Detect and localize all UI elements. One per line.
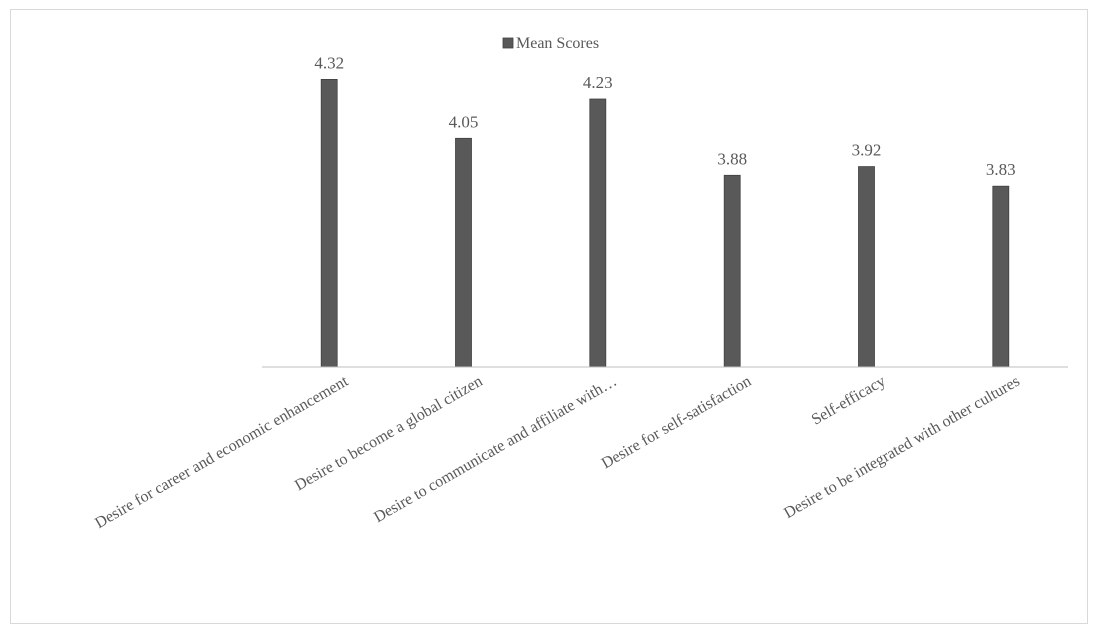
- bar-3: [589, 98, 607, 368]
- data-label-1: 4.32: [314, 53, 344, 72]
- category-label-6: Desire to be integrated with other cultu…: [781, 373, 1023, 522]
- bar-5: [858, 166, 875, 368]
- data-label-3: 4.23: [583, 73, 613, 92]
- category-labels-group: Desire for career and economic enhanceme…: [92, 372, 1023, 532]
- data-label-4: 3.88: [717, 149, 747, 168]
- bar-4: [723, 174, 741, 368]
- value-labels-group: 4.32 4.05 4.23 3.88 3.92 3.83: [314, 53, 1015, 179]
- category-label-3: Desire to communicate and affiliate with…: [371, 373, 620, 526]
- data-label-6: 3.83: [986, 160, 1016, 179]
- category-label-4: Desire for self-satisfaction: [599, 373, 754, 473]
- bars-group: [320, 79, 1010, 368]
- data-label-2: 4.05: [449, 112, 479, 131]
- bar-1: [320, 79, 338, 368]
- chart-frame: [10, 9, 1088, 624]
- legend-label: Mean Scores: [516, 35, 599, 52]
- bar-6: [992, 185, 1010, 368]
- data-label-5: 3.92: [852, 141, 882, 160]
- category-label-5: Self-efficacy: [809, 373, 889, 429]
- legend-swatch: [502, 37, 514, 49]
- chart-legend: Mean Scores: [502, 35, 599, 52]
- bar-2: [455, 137, 472, 368]
- category-label-1: Desire for career and economic enhanceme…: [92, 372, 351, 532]
